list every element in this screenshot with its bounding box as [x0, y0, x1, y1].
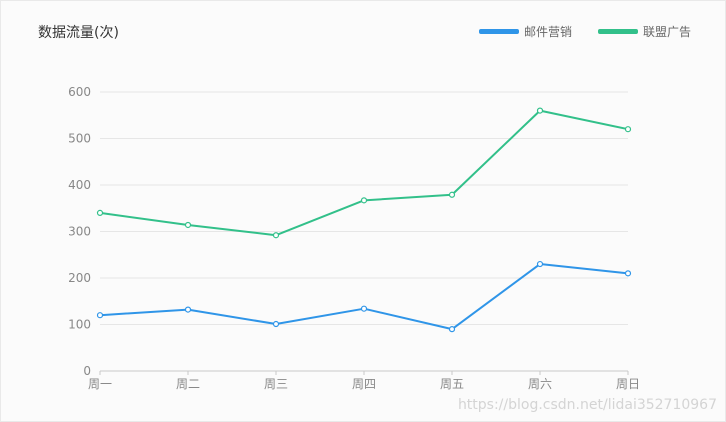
legend-swatch-email: [478, 29, 519, 34]
data-point-union-4: [448, 191, 456, 198]
data-point-email-4: [448, 326, 456, 333]
legend-label-email: 邮件营销: [523, 25, 572, 39]
y-tick-label-300: 300: [68, 225, 91, 239]
y-tick-label-200: 200: [68, 271, 91, 285]
x-tick-label-6: 周日: [616, 377, 640, 391]
x-tick-label-3: 周四: [352, 377, 376, 391]
data-point-union-2: [272, 232, 280, 239]
watermark: https://blog.csdn.net/lidai352710967: [457, 397, 717, 413]
y-tick-label-100: 100: [68, 318, 91, 332]
legend-item-email[interactable]: 邮件营销: [478, 23, 572, 40]
legend-label-union: 联盟广告: [642, 25, 691, 39]
chart-legend: 邮件营销 联盟广告: [478, 23, 691, 40]
data-point-union-1: [184, 221, 192, 229]
y-tick-label-400: 400: [68, 178, 91, 192]
series-line-union: [99, 109, 629, 237]
y-tick-label-500: 500: [68, 132, 91, 146]
x-tick-label-5: 周六: [528, 377, 552, 391]
data-point-union-6: [624, 126, 632, 133]
data-point-union-3: [360, 197, 368, 204]
x-tick-label-4: 周五: [440, 377, 464, 391]
data-point-email-2: [272, 320, 280, 328]
data-point-union-0: [96, 209, 104, 216]
x-tick-label-2: 周三: [264, 377, 288, 391]
data-point-email-5: [536, 260, 544, 268]
x-tick-label-0: 周一: [88, 377, 112, 391]
x-tick-label-1: 周二: [176, 377, 200, 391]
data-point-email-6: [624, 270, 632, 277]
series-line-email: [99, 263, 629, 331]
legend-swatch-union: [597, 29, 638, 34]
data-point-email-3: [360, 305, 368, 312]
data-point-email-1: [184, 306, 192, 313]
y-tick-label-0: 0: [83, 364, 91, 378]
data-point-union-5: [536, 107, 544, 114]
data-point-email-0: [96, 312, 104, 319]
y-tick-label-600: 600: [68, 85, 91, 99]
legend-item-union[interactable]: 联盟广告: [597, 23, 691, 40]
chart-title: 数据流量(次): [38, 25, 119, 41]
